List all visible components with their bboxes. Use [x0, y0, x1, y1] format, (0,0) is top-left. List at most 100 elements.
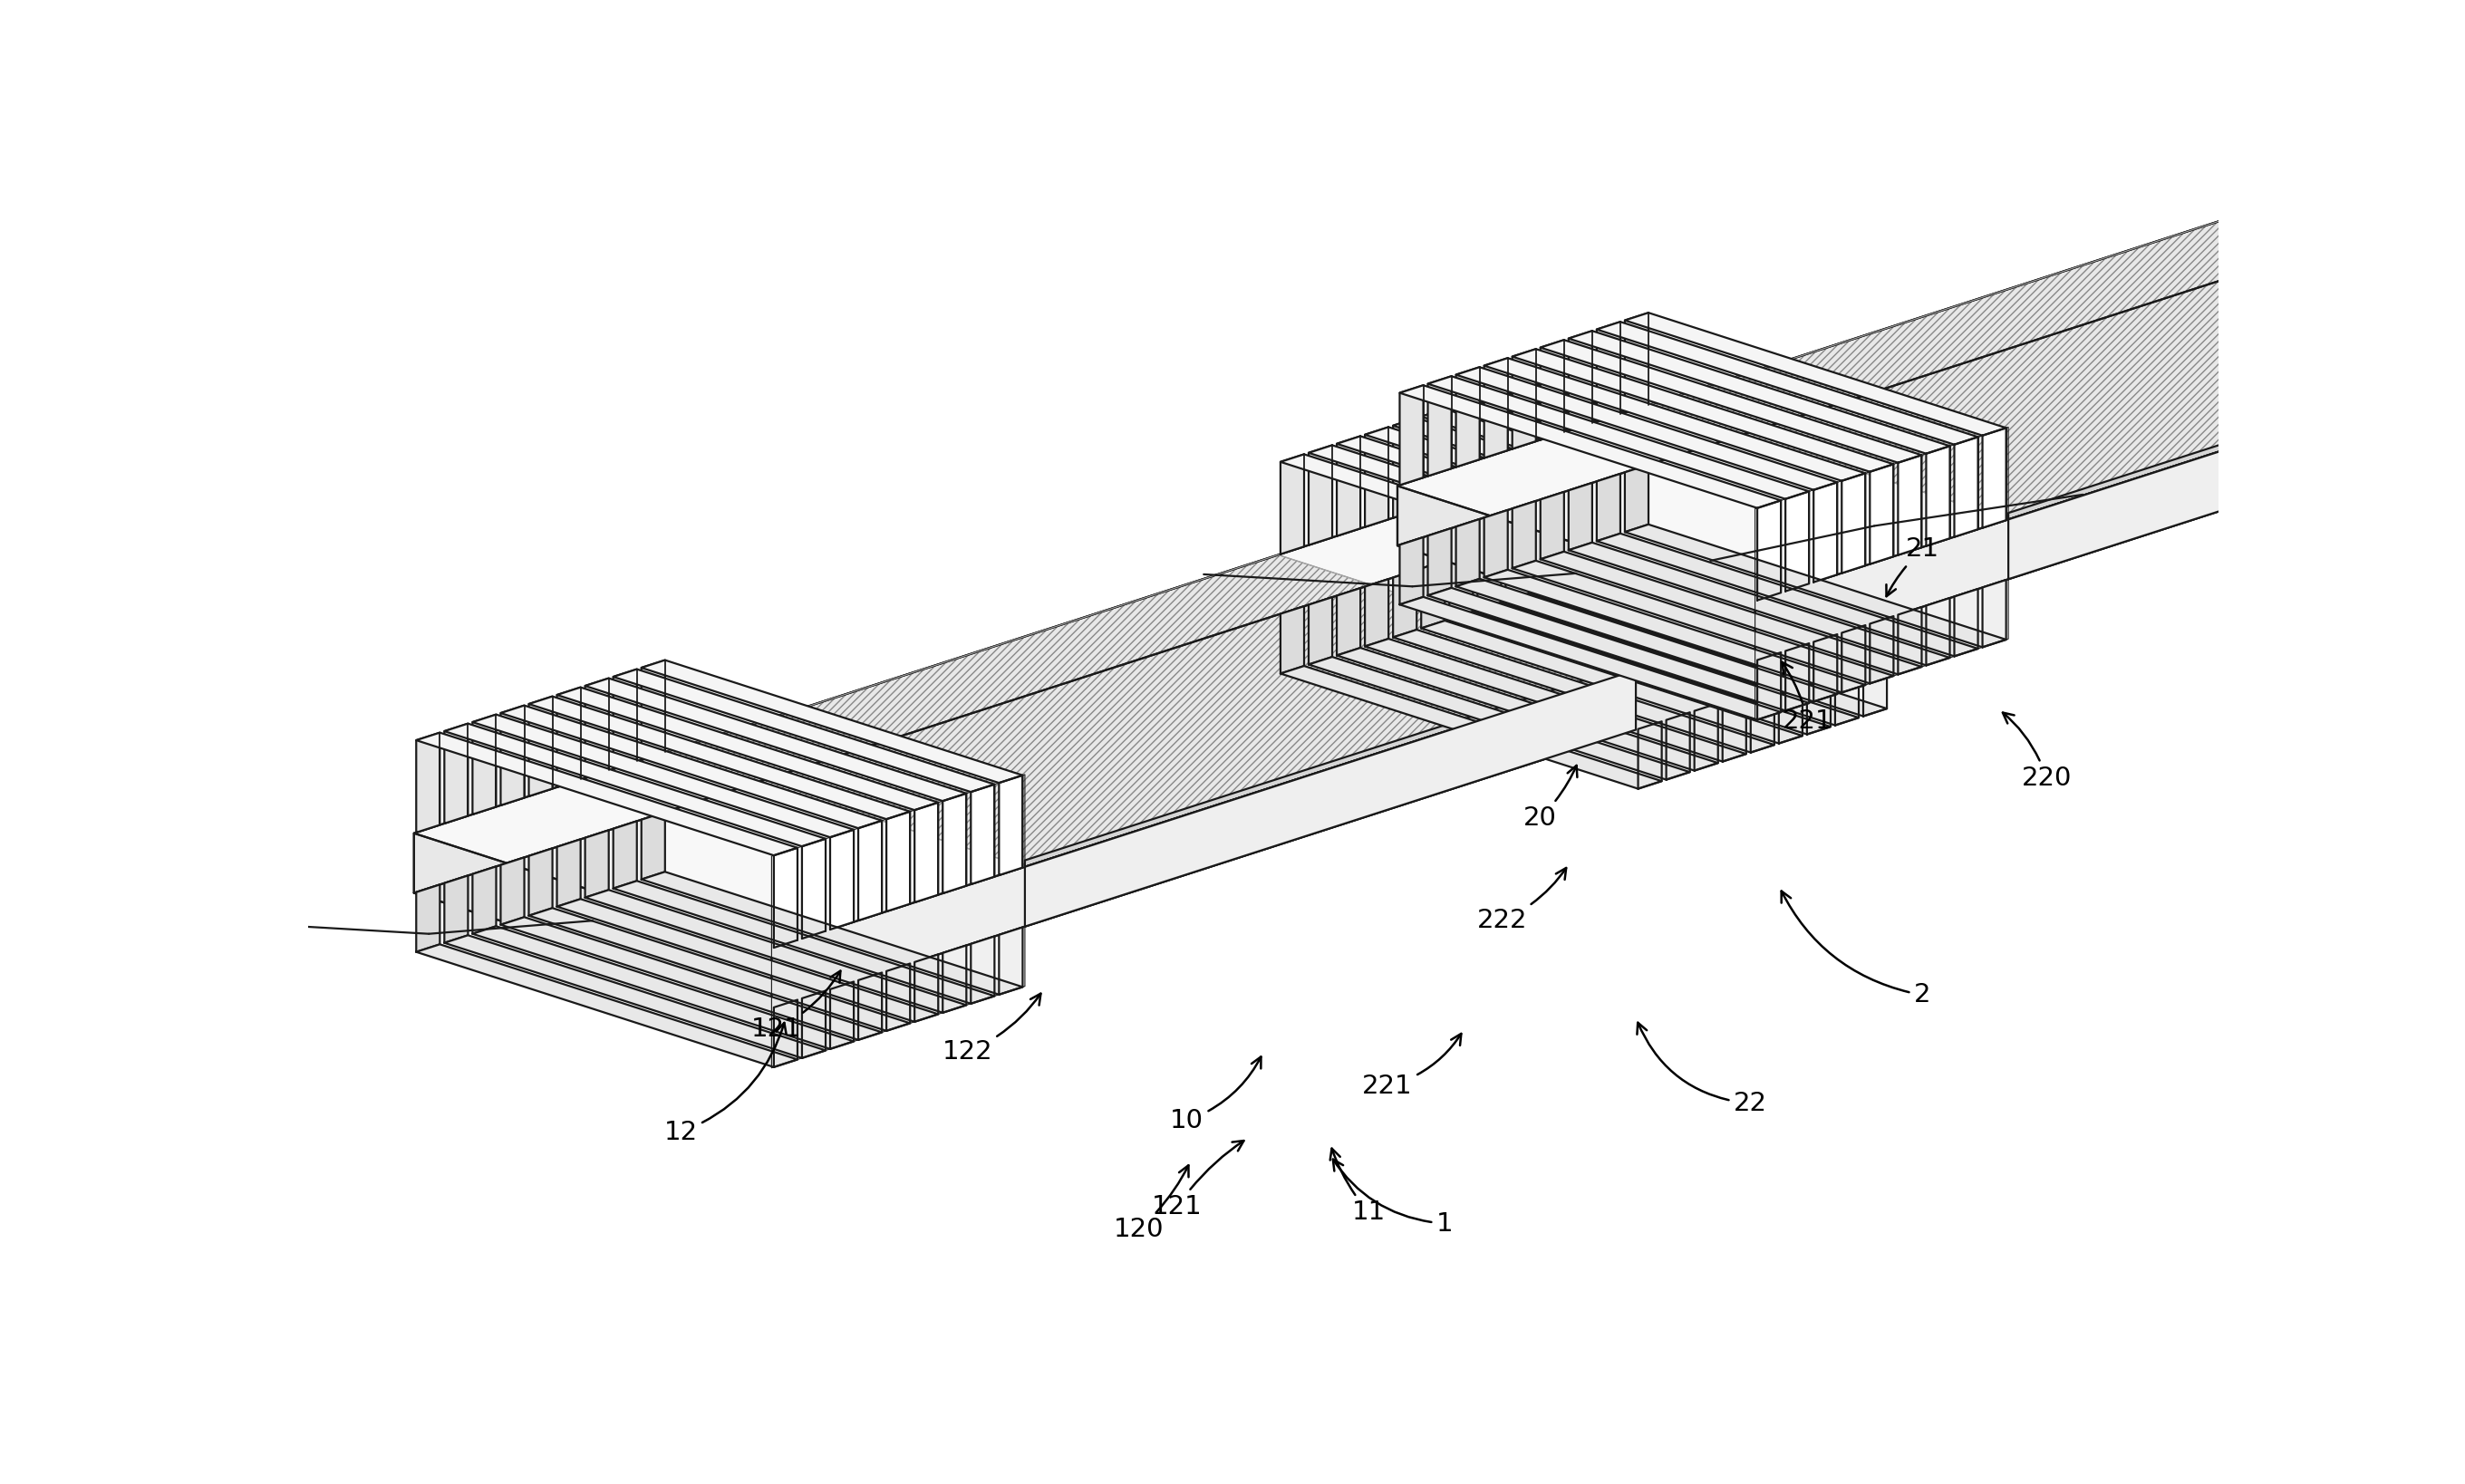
Polygon shape: [1457, 367, 1836, 490]
Polygon shape: [1982, 427, 2007, 528]
Polygon shape: [1398, 186, 2465, 660]
Polygon shape: [417, 733, 799, 855]
Text: 120: 120: [1114, 1165, 1188, 1242]
Polygon shape: [1925, 598, 1950, 665]
Polygon shape: [772, 589, 1888, 1008]
Polygon shape: [500, 705, 882, 828]
Polygon shape: [1597, 322, 1620, 421]
Polygon shape: [2433, 205, 2458, 272]
Polygon shape: [1807, 515, 1831, 614]
Polygon shape: [1780, 677, 1802, 743]
Text: 122: 122: [942, 994, 1040, 1066]
Polygon shape: [584, 830, 609, 898]
Polygon shape: [417, 884, 439, 951]
Polygon shape: [1477, 543, 1501, 610]
Polygon shape: [1449, 552, 1474, 619]
Polygon shape: [584, 678, 609, 778]
Polygon shape: [1541, 340, 1565, 439]
Polygon shape: [774, 1000, 799, 1067]
Polygon shape: [641, 871, 1023, 994]
Text: 121: 121: [752, 971, 841, 1042]
Polygon shape: [1336, 588, 1361, 656]
Polygon shape: [1624, 313, 2007, 435]
Polygon shape: [1785, 491, 1809, 591]
Polygon shape: [998, 928, 1023, 994]
Polygon shape: [1477, 390, 1501, 491]
Polygon shape: [473, 714, 495, 815]
Polygon shape: [2406, 61, 2428, 162]
Polygon shape: [1427, 375, 1809, 499]
Polygon shape: [1025, 663, 1637, 867]
Polygon shape: [1871, 464, 1893, 564]
Polygon shape: [998, 775, 1023, 876]
Polygon shape: [1393, 418, 1417, 518]
Text: 21: 21: [1886, 537, 1940, 597]
Polygon shape: [473, 926, 853, 1049]
Polygon shape: [2460, 196, 2465, 263]
Polygon shape: [1427, 528, 1452, 595]
Polygon shape: [473, 867, 495, 933]
Polygon shape: [858, 972, 882, 1040]
Polygon shape: [557, 899, 939, 1022]
Polygon shape: [2460, 43, 2465, 144]
Polygon shape: [1511, 561, 1893, 684]
Polygon shape: [1400, 597, 1780, 720]
Polygon shape: [1393, 570, 1417, 637]
Polygon shape: [1624, 524, 2007, 647]
Text: 10: 10: [1171, 1057, 1262, 1134]
Polygon shape: [414, 473, 1531, 893]
Polygon shape: [2406, 61, 2465, 184]
Polygon shape: [1393, 418, 1775, 540]
Polygon shape: [2376, 223, 2401, 289]
Polygon shape: [1955, 589, 1977, 656]
Polygon shape: [858, 821, 882, 920]
Polygon shape: [473, 714, 853, 837]
Polygon shape: [1398, 485, 1755, 660]
Polygon shape: [1834, 657, 1859, 726]
Polygon shape: [942, 945, 966, 1012]
Polygon shape: [1279, 607, 1304, 674]
Text: 221: 221: [1782, 662, 1834, 733]
Polygon shape: [641, 660, 1023, 784]
Polygon shape: [1597, 533, 1977, 656]
Polygon shape: [1309, 445, 1331, 545]
Polygon shape: [2433, 52, 2465, 175]
Polygon shape: [2263, 107, 2288, 206]
Polygon shape: [1693, 703, 1718, 770]
Polygon shape: [2263, 319, 2465, 441]
Polygon shape: [1531, 473, 1888, 649]
Polygon shape: [801, 991, 826, 1058]
Polygon shape: [1898, 607, 1923, 674]
Polygon shape: [2376, 71, 2401, 171]
Text: 221: 221: [1363, 1034, 1462, 1100]
Polygon shape: [1449, 611, 1831, 735]
Polygon shape: [1484, 510, 1509, 577]
Polygon shape: [1723, 695, 1745, 761]
Polygon shape: [557, 840, 582, 907]
Polygon shape: [1541, 340, 1923, 463]
Polygon shape: [1780, 524, 1802, 623]
Polygon shape: [1477, 603, 1859, 726]
Polygon shape: [1925, 447, 1950, 546]
Polygon shape: [774, 847, 799, 948]
Polygon shape: [444, 724, 826, 846]
Polygon shape: [2376, 71, 2465, 193]
Polygon shape: [530, 849, 552, 916]
Text: 2: 2: [1782, 890, 1930, 1008]
Polygon shape: [530, 908, 910, 1031]
Polygon shape: [414, 533, 1888, 1008]
Polygon shape: [1336, 436, 1361, 536]
Polygon shape: [500, 858, 525, 925]
Polygon shape: [1336, 649, 1718, 770]
Polygon shape: [1758, 500, 1780, 601]
Polygon shape: [942, 794, 966, 893]
Polygon shape: [2406, 214, 2428, 280]
Polygon shape: [2292, 98, 2465, 221]
Polygon shape: [530, 696, 910, 819]
Polygon shape: [614, 881, 993, 1003]
Text: 11: 11: [1331, 1149, 1385, 1224]
Polygon shape: [971, 785, 993, 884]
Polygon shape: [2292, 310, 2465, 432]
Polygon shape: [1422, 561, 1444, 628]
Polygon shape: [1506, 594, 1886, 717]
